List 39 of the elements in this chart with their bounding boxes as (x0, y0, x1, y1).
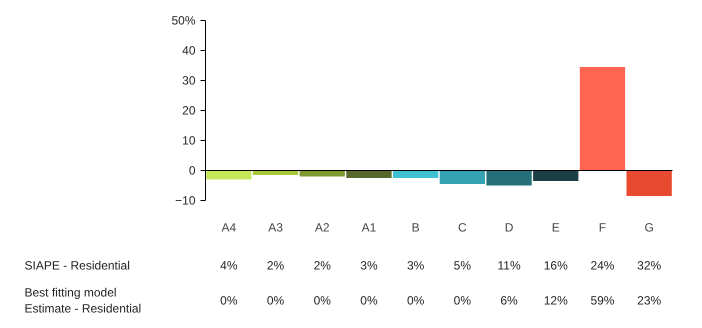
text: 0% (220, 294, 238, 308)
x-tick-label: E (552, 220, 560, 234)
y-tick-label: 20 (182, 104, 196, 118)
y-tick-label: 50% (171, 14, 196, 28)
text: 3% (360, 258, 378, 272)
x-tick-label: A4 (222, 220, 237, 234)
text: 0% (406, 294, 425, 308)
text: 6% (500, 294, 518, 308)
text: 59% (590, 294, 615, 308)
y-tick-label: 40 (182, 44, 196, 58)
text: 12% (544, 294, 568, 308)
y-tick-label: 30 (182, 74, 196, 88)
y-tick-label: 10 (182, 134, 196, 148)
y-tick-label: 0 (188, 164, 196, 178)
x-tick-label: A1 (362, 220, 377, 234)
text: 23% (637, 294, 662, 308)
text: 2% (314, 258, 332, 272)
text: Best fitting model Estimate - Residential (24, 285, 142, 316)
x-tick-label: C (458, 220, 468, 234)
x-tick-label: A3 (268, 220, 284, 234)
y-tick-label: −10 (175, 194, 196, 208)
text: SIAPE - Residential (24, 258, 130, 272)
text: 0% (266, 294, 285, 308)
x-tick-label: A2 (314, 220, 330, 234)
text: 2% (266, 258, 285, 272)
x-tick-label: G (644, 220, 654, 234)
x-tick-label: B (412, 220, 420, 234)
x-tick-label: D (504, 220, 514, 234)
text: 3% (406, 258, 425, 272)
text: 24% (590, 258, 615, 272)
x-tick-label: F (598, 220, 606, 234)
text: 11% (497, 258, 521, 272)
text: 32% (637, 258, 662, 272)
text: 0% (360, 294, 378, 308)
text: 16% (544, 258, 568, 272)
text: 4% (220, 258, 238, 272)
text: 5% (454, 258, 472, 272)
text: 0% (314, 294, 332, 308)
text: 0% (454, 294, 472, 308)
